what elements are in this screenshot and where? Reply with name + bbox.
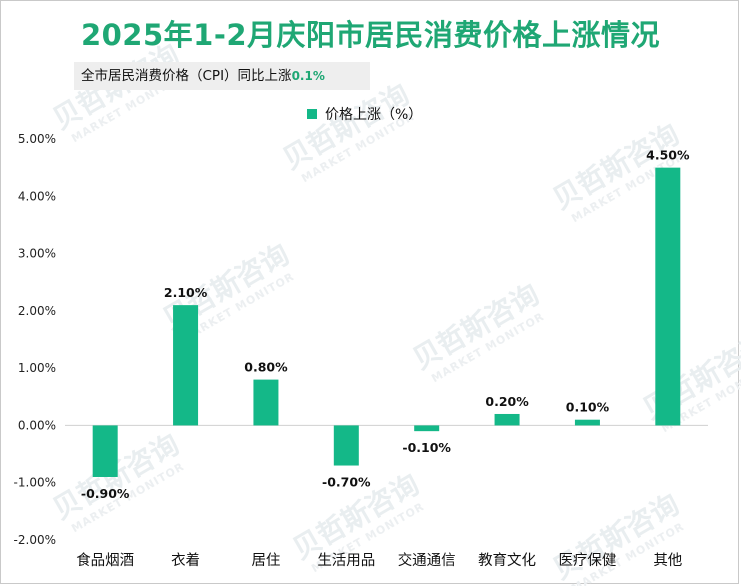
- bar: [92, 425, 118, 477]
- data-label: 0.80%: [244, 360, 288, 375]
- x-category-label: 其他: [653, 552, 682, 569]
- x-category-label: 居住: [251, 552, 280, 569]
- data-label: -0.90%: [81, 486, 130, 501]
- bar-layer: [92, 167, 681, 477]
- y-tick-label: 3.00%: [18, 247, 56, 261]
- legend-swatch: [307, 109, 317, 119]
- data-label: -0.10%: [402, 440, 451, 455]
- cpi-summary-text: 全市居民消费价格（CPI）同比上涨: [81, 68, 292, 84]
- y-tick-label: 4.00%: [18, 189, 56, 203]
- data-label: 2.10%: [164, 285, 208, 300]
- bar: [494, 413, 520, 426]
- bar: [414, 425, 440, 432]
- y-tick-label: 5.00%: [18, 132, 56, 146]
- cpi-summary-box: 全市居民消费价格（CPI）同比上涨0.1%: [74, 62, 370, 90]
- cpi-summary-value: 0.1%: [291, 69, 325, 83]
- data-label: 4.50%: [646, 148, 690, 163]
- bar: [574, 419, 600, 426]
- y-tick-label: 1.00%: [18, 361, 56, 375]
- y-tick-label: -2.00%: [14, 533, 56, 547]
- data-label: -0.70%: [322, 475, 371, 490]
- y-tick-label: -1.00%: [14, 476, 56, 490]
- bar: [253, 379, 279, 426]
- data-label: 0.10%: [566, 400, 610, 415]
- data-label: 0.20%: [485, 394, 529, 409]
- x-category-label: 教育文化: [478, 552, 536, 569]
- bar: [333, 425, 359, 466]
- x-category-label: 生活用品: [317, 552, 375, 569]
- x-category-label: 交通通信: [398, 551, 456, 569]
- legend: 价格上涨（%）: [307, 105, 422, 125]
- x-category-label: 医疗保健: [558, 552, 616, 569]
- bar: [173, 305, 199, 426]
- x-category-label: 衣着: [171, 552, 200, 569]
- legend-label: 价格上涨（%）: [325, 107, 423, 123]
- data-label-layer: -0.90% 2.10% 0.80% -0.70% -0.10% 0.20% 0.10% 4.…: [81, 148, 690, 501]
- y-tick-label: 2.00%: [18, 304, 56, 318]
- chart-title: 2025年1-2月庆阳市居民消费价格上涨情况: [80, 18, 661, 52]
- y-tick-label: 0.00%: [18, 418, 56, 432]
- axis-layer: 5.00% 4.00% 3.00% 2.00% 1.00% 0.00% -1.00% -2.0…: [14, 132, 708, 569]
- x-category-label: 食品烟酒: [76, 552, 134, 569]
- bar: [655, 167, 681, 426]
